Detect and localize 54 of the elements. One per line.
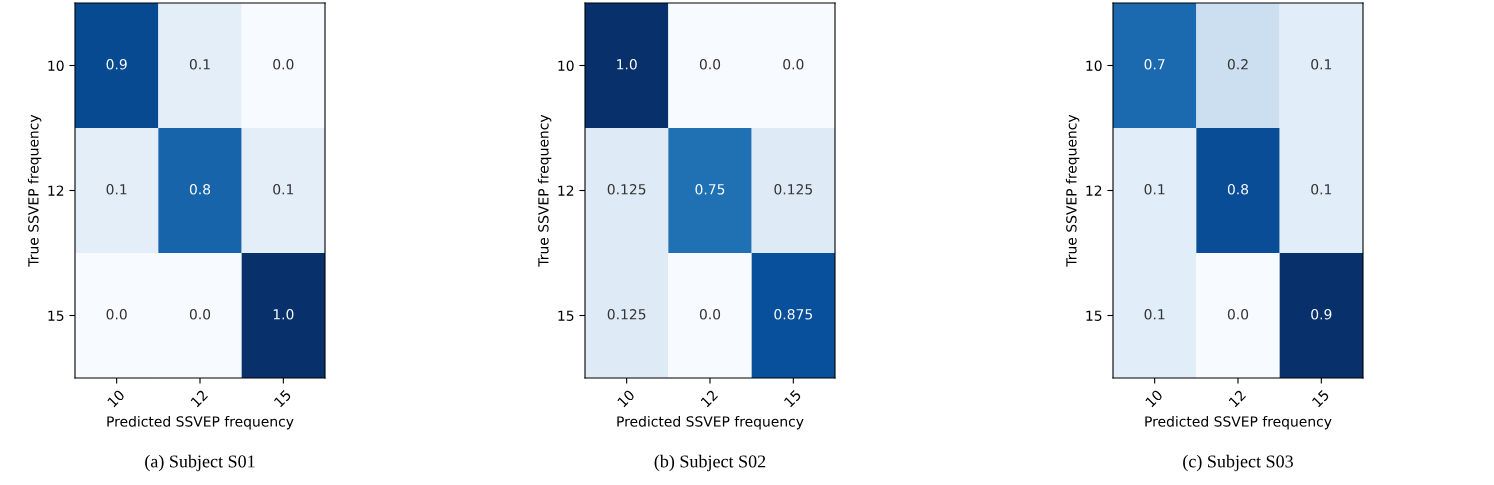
data-label: 0.2 [1227,59,1248,70]
x-axis-title: Predicted SSVEP frequency [107,415,294,430]
data-label: 0.9 [106,59,127,70]
y-tick-label: 12 [1086,185,1102,196]
y-tick-label: 15 [558,310,574,321]
data-label: 0.9 [1311,309,1332,320]
data-label: 0.0 [1227,309,1249,320]
x-tick-label: 12 [1228,389,1246,408]
x-axis-title: Predicted SSVEP frequency [1145,415,1332,430]
y-tick-label: 15 [1086,310,1102,321]
text: (c) Subject S03 [1183,454,1293,472]
y-tick-label: 10 [1086,60,1102,71]
y-tick-label: 12 [558,185,574,196]
data-label: 0.75 [695,184,725,195]
y-tick-label: 15 [48,310,64,321]
x-tick-label: 12 [700,389,718,408]
x-tick-label: 15 [783,389,802,408]
y-axis-title: True SSVEP frequency [1065,114,1080,267]
data-label: 0.125 [607,309,646,320]
data-label: 0.125 [774,184,812,195]
x-tick-label: 15 [273,389,292,408]
data-label: 0.1 [273,184,294,195]
x-axis-title: Predicted SSVEP frequency [617,415,804,430]
data-label: 0.875 [774,309,812,320]
data-label: 0.125 [607,184,646,195]
data-label: 0.8 [189,184,211,195]
data-label: 0.0 [783,59,804,70]
x-tick-label: 10 [106,389,126,408]
data-label: 0.0 [699,309,721,320]
data-label: 0.0 [273,59,294,70]
x-tick-label: 12 [190,389,208,408]
text: (b) Subject S02 [654,454,766,472]
y-tick-label: 10 [48,60,64,71]
x-tick-label: 15 [1311,389,1330,408]
data-label: 0.1 [1144,184,1165,195]
data-label: 0.1 [106,184,127,195]
data-label: 0.7 [1144,59,1165,70]
x-tick-label: 10 [1144,389,1164,408]
data-label: 0.1 [1311,59,1332,70]
data-label: 0.0 [699,59,721,70]
y-tick-label: 12 [48,185,64,196]
y-axis-title: True SSVEP frequency [537,114,552,267]
y-axis-title: True SSVEP frequency [27,114,42,267]
data-label: 1.0 [617,59,637,70]
text: (a) Subject S01 [145,454,255,472]
data-label: 0.8 [1227,184,1249,195]
y-tick-label: 10 [558,60,574,71]
data-label: 0.0 [106,309,127,320]
data-label: 0.0 [189,309,211,320]
data-label: 0.1 [1311,184,1332,195]
data-label: 0.1 [189,59,210,70]
data-label: 1.0 [273,309,294,320]
x-tick-label: 10 [616,389,636,408]
data-label: 0.1 [1144,309,1165,320]
